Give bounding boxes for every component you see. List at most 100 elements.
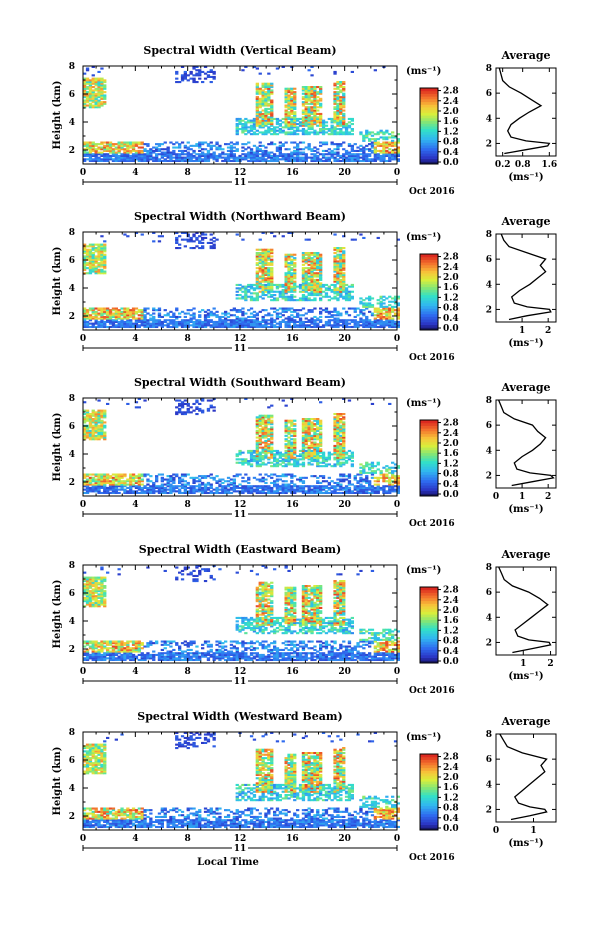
heatmap-cell bbox=[108, 319, 113, 322]
heatmap-cell bbox=[275, 129, 280, 132]
heatmap-cell bbox=[201, 475, 205, 478]
heatmap-cell bbox=[287, 443, 291, 446]
heatmap-cell bbox=[244, 486, 248, 489]
heatmap-cell bbox=[296, 488, 300, 491]
heatmap-cell bbox=[301, 453, 306, 456]
heatmap-cell bbox=[362, 136, 366, 139]
heatmap-cell bbox=[94, 272, 98, 275]
heatmap-cell bbox=[275, 159, 280, 162]
heatmap-cell bbox=[270, 324, 274, 327]
heatmap-cell bbox=[362, 305, 366, 308]
heatmap-cell bbox=[120, 322, 124, 325]
heatmap-cell bbox=[287, 290, 291, 293]
heatmap-cell bbox=[304, 439, 308, 442]
heatmap-cell bbox=[310, 92, 314, 95]
heatmap-cell bbox=[313, 91, 317, 94]
heatmap-cell bbox=[255, 275, 259, 278]
heatmap-cell bbox=[91, 324, 95, 327]
heatmap-cell bbox=[301, 461, 306, 464]
heatmap-cell bbox=[189, 72, 193, 75]
heatmap-cell bbox=[203, 156, 208, 159]
heatmap-cell bbox=[284, 325, 288, 328]
heatmap-cell bbox=[178, 159, 182, 162]
heatmap-cell bbox=[342, 280, 346, 283]
heatmap-cell bbox=[270, 159, 274, 162]
heatmap-cell bbox=[155, 146, 159, 149]
heatmap-cell bbox=[336, 287, 340, 290]
heatmap-cell bbox=[255, 424, 259, 427]
heatmap-cell bbox=[270, 111, 274, 114]
heatmap-cell bbox=[244, 148, 248, 151]
heatmap-cell bbox=[290, 116, 294, 119]
heatmap-cell bbox=[319, 262, 323, 265]
heatmap-cell bbox=[172, 325, 176, 328]
heatmap-cell bbox=[290, 275, 294, 278]
heatmap-cell bbox=[284, 282, 288, 285]
heatmap-cell bbox=[189, 490, 193, 493]
heatmap-cell bbox=[336, 97, 340, 100]
heatmap-cell bbox=[85, 413, 90, 416]
heatmap-cell bbox=[180, 75, 185, 78]
heatmap-cell bbox=[235, 129, 239, 132]
heatmap-cell bbox=[327, 315, 331, 318]
heatmap-cell bbox=[157, 144, 162, 147]
heatmap-cells bbox=[83, 397, 400, 494]
heatmap-cell bbox=[195, 413, 199, 416]
heatmap-cell bbox=[209, 490, 213, 493]
heatmap-cell bbox=[157, 314, 162, 317]
heatmap-cell bbox=[313, 119, 317, 122]
heatmap-cell bbox=[258, 453, 262, 456]
heatmap-cell bbox=[373, 309, 377, 312]
heatmap-cell bbox=[178, 322, 182, 325]
heatmap-cell bbox=[304, 238, 308, 241]
heatmap-cell bbox=[342, 112, 346, 115]
heatmap-cell bbox=[342, 86, 346, 89]
heatmap-cell bbox=[249, 455, 254, 458]
heatmap-cell bbox=[368, 319, 372, 322]
heatmap-cell bbox=[94, 485, 98, 488]
heatmap-cell bbox=[83, 247, 87, 250]
heatmap-cell bbox=[273, 455, 277, 458]
heatmap-cell bbox=[88, 146, 93, 149]
heatmap-cell bbox=[347, 121, 352, 124]
heatmap-cell bbox=[270, 285, 274, 288]
heatmap-cell bbox=[172, 486, 176, 489]
heatmap-cell bbox=[284, 486, 288, 489]
heatmap-cell bbox=[88, 314, 93, 317]
heatmap-cell bbox=[284, 106, 288, 109]
heatmap-cell bbox=[198, 146, 202, 149]
heatmap-cell bbox=[293, 124, 297, 127]
heatmap-cell bbox=[203, 314, 208, 317]
heatmap-cell bbox=[321, 153, 326, 156]
heatmap-cell bbox=[91, 476, 95, 479]
heatmap-cell bbox=[388, 151, 392, 154]
heatmap-cell bbox=[347, 117, 352, 120]
heatmap-cell bbox=[83, 319, 87, 322]
heatmap-cell bbox=[307, 144, 311, 147]
heatmap-cell bbox=[255, 159, 259, 162]
heatmap-cell bbox=[258, 428, 262, 431]
heatmap-cell bbox=[120, 320, 124, 323]
heatmap-cell bbox=[304, 431, 308, 434]
heatmap-cell bbox=[134, 319, 139, 322]
heatmap-cell bbox=[91, 247, 95, 250]
y-tick-label: 2 bbox=[69, 146, 75, 156]
heatmap-cell bbox=[301, 104, 306, 107]
heatmap-cell bbox=[391, 305, 395, 308]
heatmap-cell bbox=[91, 419, 95, 422]
heatmap-cell bbox=[94, 81, 98, 84]
heatmap-cell bbox=[264, 429, 268, 432]
heatmap-cell bbox=[131, 325, 136, 328]
heatmap-cell bbox=[278, 285, 282, 288]
heatmap-cell bbox=[235, 117, 239, 120]
heatmap-cell bbox=[209, 141, 213, 144]
heatmap-cell bbox=[304, 423, 308, 426]
heatmap-cell bbox=[88, 436, 93, 439]
heatmap-cell bbox=[347, 144, 352, 147]
heatmap-cell bbox=[103, 258, 107, 261]
heatmap-cell bbox=[336, 310, 340, 313]
heatmap-cell bbox=[224, 480, 228, 483]
heatmap-cell bbox=[126, 402, 130, 405]
heatmap-cell bbox=[304, 320, 308, 323]
